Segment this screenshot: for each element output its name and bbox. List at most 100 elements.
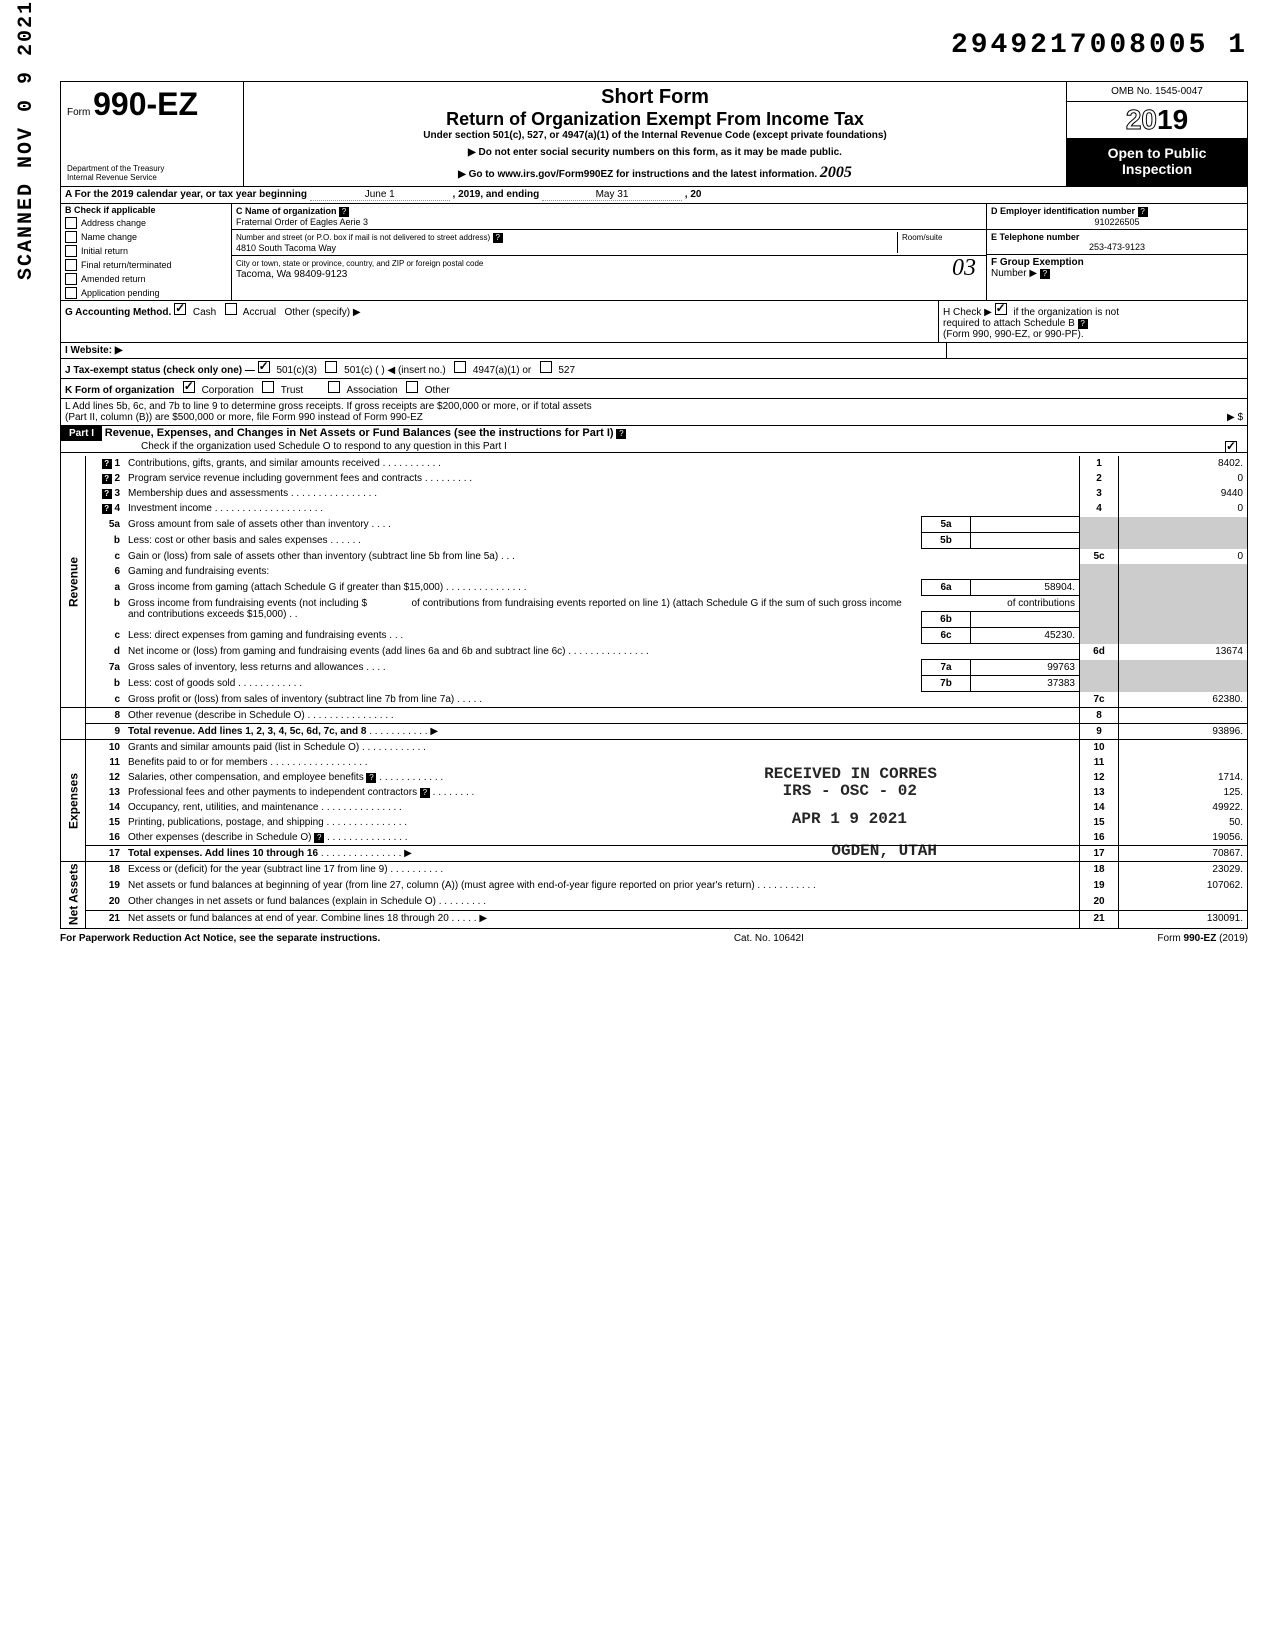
chk-501c3[interactable] [258,361,270,373]
section-h-line2: required to attach Schedule B [943,318,1075,329]
line-a-mid: , 2019, and ending [453,189,540,200]
chk-schedule-b[interactable] [995,303,1007,315]
chk-4947[interactable] [454,361,466,373]
line-6b-num: b [86,596,125,612]
line-1-desc: Contributions, gifts, grants, and simila… [128,458,380,469]
lbl-501c-insert: ) ◀ (insert no.) [381,365,445,376]
lbl-trust: Trust [281,385,303,396]
org-name: Fraternal Order of Eagles Aerie 3 [236,217,368,227]
section-f-number: Number ▶ [991,268,1037,279]
omb-number: OMB No. 1545-0047 [1067,82,1247,102]
section-d-label: D Employer identification number [991,206,1135,216]
chk-address-change[interactable] [65,217,77,229]
line-19-desc: Net assets or fund balances at beginning… [128,880,755,891]
line-19-num: 19 [86,878,125,894]
open-to-public: Open to Public [1069,145,1245,161]
line-7b-innerbox: 7b [922,676,971,692]
section-h-line3: (Form 990, 990-EZ, or 990-PF). [943,329,1084,340]
line-8-amount [1119,708,1248,724]
line-16-box: 16 [1080,830,1119,846]
chk-501c[interactable] [325,361,337,373]
line-6d-box: 6d [1080,644,1119,660]
line-19-amount: 107062. [1119,878,1248,894]
line-3-num: 3 [114,488,120,499]
line-21-box: 21 [1080,911,1119,928]
section-i-label: I Website: ▶ [65,345,123,356]
chk-amended-return[interactable] [65,273,77,285]
lbl-accrual: Accrual [243,307,276,318]
line-14-amount: 49922. [1119,800,1248,815]
lbl-other-method: Other (specify) ▶ [285,307,361,318]
line-20-num: 20 [86,894,125,911]
help-icon: ? [102,459,112,469]
line-5a-innerbox: 5a [922,517,971,533]
lbl-other-org: Other [425,385,450,396]
line-18-num: 18 [86,862,125,879]
line-2-desc: Program service revenue including govern… [128,473,422,484]
identity-block: B Check if applicable Address change Nam… [61,204,1247,301]
chk-initial-return[interactable] [65,245,77,257]
line-7a-inneramt: 99763 [971,660,1080,676]
line-5c-amount: 0 [1119,549,1248,565]
line-4-amount: 0 [1119,501,1248,517]
line-11-box: 11 [1080,755,1119,770]
line-6b-inneramt [971,612,1080,628]
form-header: Form 990-EZ Department of the Treasury I… [61,82,1247,187]
title-return: Return of Organization Exempt From Incom… [252,109,1058,130]
chk-trust[interactable] [262,381,274,393]
form-990ez: Form 990-EZ Department of the Treasury I… [60,81,1248,929]
section-c-label: C Name of organization [236,206,337,216]
side-netassets: Net Assets [61,862,86,928]
lbl-address-change: Address change [81,218,146,228]
line-18-amount: 23029. [1119,862,1248,879]
scanned-stamp: SCANNED NOV 0 9 2021 [15,0,38,280]
lbl-cash: Cash [193,307,216,318]
chk-association[interactable] [328,381,340,393]
line-20-amount [1119,894,1248,911]
phone-value: 253-473-9123 [991,242,1243,252]
chk-cash[interactable] [174,303,186,315]
line-6a-desc: Gross income from gaming (attach Schedul… [128,582,443,593]
lbl-corporation: Corporation [202,385,254,396]
line-5b-desc: Less: cost or other basis and sales expe… [128,535,328,546]
line-9-amount: 93896. [1119,724,1248,740]
chk-schedule-o-part1[interactable] [1225,441,1237,453]
chk-application-pending[interactable] [65,287,77,299]
line-5c-desc: Gain or (loss) from sale of assets other… [128,551,498,562]
chk-527[interactable] [540,361,552,373]
lbl-application-pending: Application pending [81,288,160,298]
line-9-box: 9 [1080,724,1119,740]
line-15-desc: Printing, publications, postage, and shi… [128,817,324,828]
line-7a-innerbox: 7a [922,660,971,676]
line-17-amount: 70867. [1119,846,1248,862]
row-j: J Tax-exempt status (check only one) — 5… [61,359,1247,379]
line-14-box: 14 [1080,800,1119,815]
line-5a-num: 5a [86,517,125,533]
help-icon: ? [102,474,112,484]
line-1-num: 1 [114,458,120,469]
line-5c-box: 5c [1080,549,1119,565]
line-6a-num: a [86,580,125,596]
line-9-desc: Total revenue. Add lines 1, 2, 3, 4, 5c,… [128,726,366,737]
chk-other-org[interactable] [406,381,418,393]
chk-name-change[interactable] [65,231,77,243]
row-i: I Website: ▶ [61,343,1247,359]
form-number-value: 990-EZ [93,86,198,122]
dept-irs: Internal Revenue Service [67,173,237,182]
line-7c-desc: Gross profit or (loss) from sales of inv… [128,694,454,705]
line-17-box: 17 [1080,846,1119,862]
row-k: K Form of organization Corporation Trust… [61,379,1247,399]
chk-final-return[interactable] [65,259,77,271]
line-11-amount [1119,755,1248,770]
line-7c-box: 7c [1080,692,1119,708]
help-icon: ? [102,504,112,514]
line-14-num: 14 [86,800,125,815]
section-f-label: F Group Exemption [991,257,1084,268]
line-4-desc: Investment income [128,503,212,514]
chk-corporation[interactable] [183,381,195,393]
side-revenue-cont [61,708,86,740]
line-12-box: 12 [1080,770,1119,785]
chk-accrual[interactable] [225,303,237,315]
org-city: Tacoma, Wa 98409-9123 [236,269,347,280]
line-6c-num: c [86,628,125,644]
